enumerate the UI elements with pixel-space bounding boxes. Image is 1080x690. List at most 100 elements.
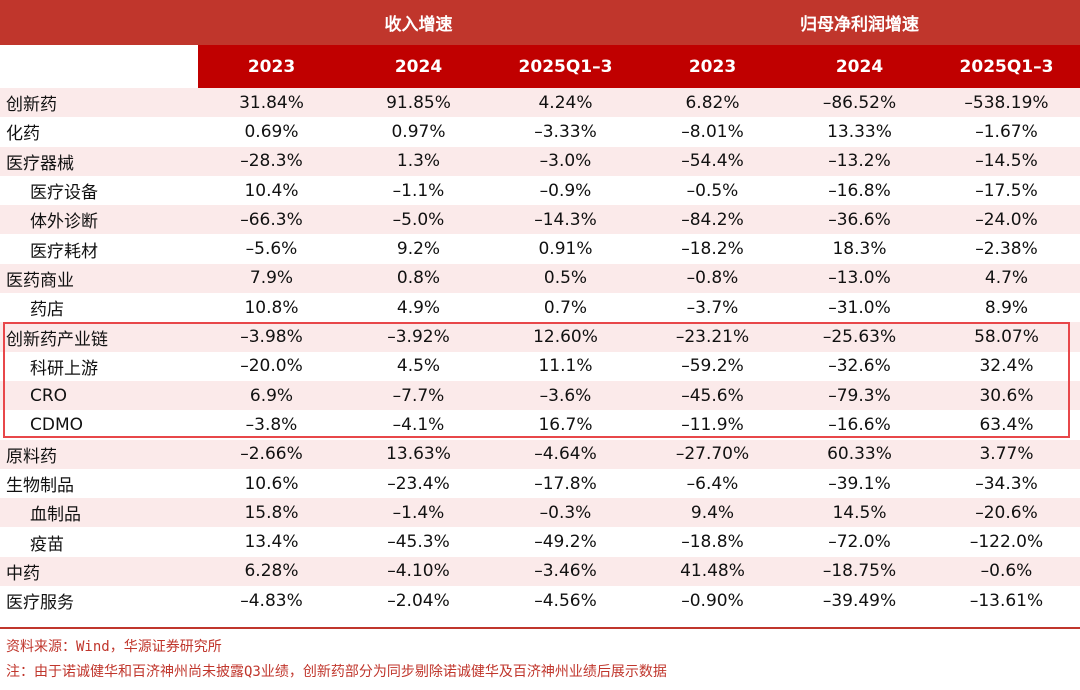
table-cell: –84.2%: [681, 209, 744, 230]
table-cell: 91.85%: [386, 92, 451, 113]
table-cell: 30.6%: [979, 385, 1034, 406]
row-label: 创新药产业链: [6, 329, 108, 350]
table-row: 医疗设备 10.4% –1.1% –0.9% –0.5% –16.8% –17.5%: [0, 176, 1080, 205]
table-cell: –18.2%: [681, 239, 744, 260]
table-cell: –3.0%: [539, 151, 592, 172]
row-label: 创新药: [6, 95, 57, 116]
table-cell: –72.0%: [828, 532, 891, 553]
table-cell: 4.24%: [538, 92, 593, 113]
table-cell: –4.83%: [240, 590, 303, 611]
table-cell: 31.84%: [239, 92, 304, 113]
table-cell: 6.82%: [685, 92, 740, 113]
column-header: 2025Q1–3: [933, 45, 1080, 88]
table-row: 生物制品 10.6% –23.4% –17.8% –6.4% –39.1% –34.3%: [0, 469, 1080, 498]
table-row: 药店 10.8% 4.9% 0.7% –3.7% –31.0% 8.9%: [0, 293, 1080, 322]
table-cell: –3.33%: [534, 121, 597, 142]
column-header: 2024: [345, 45, 492, 88]
table-row: 疫苗 13.4% –45.3% –49.2% –18.8% –72.0% –122.0%: [0, 527, 1080, 556]
table-cell: –8.01%: [681, 121, 744, 142]
row-label: 体外诊断: [30, 212, 98, 233]
table-cell: 12.60%: [533, 327, 598, 348]
table-cell: –54.4%: [681, 151, 744, 172]
table-cell: 13.63%: [386, 444, 451, 465]
table-row: 创新药 31.84% 91.85% 4.24% 6.82% –86.52% –538.19%: [0, 88, 1080, 118]
table-cell: –0.8%: [686, 268, 739, 289]
table-cell: –31.0%: [828, 297, 891, 318]
table-cell: 0.8%: [396, 268, 441, 289]
table-row: 创新药产业链 –3.98% –3.92% 12.60% –23.21% –25.63% 58…: [0, 322, 1080, 352]
table-row: 原料药 –2.66% 13.63% –4.64% –27.70% 60.33% 3.77%: [0, 439, 1080, 469]
row-label: 科研上游: [30, 358, 98, 379]
row-label: 医药商业: [6, 270, 74, 291]
table-cell: –14.5%: [975, 151, 1038, 172]
table-cell: –0.9%: [539, 180, 592, 201]
table-cell: –3.92%: [387, 327, 450, 348]
table-row: 医疗服务 –4.83% –2.04% –4.56% –0.90% –39.49% –13.6…: [0, 586, 1080, 615]
table-row: 血制品 15.8% –1.4% –0.3% 9.4% 14.5% –20.6%: [0, 498, 1080, 528]
table-cell: 0.5%: [543, 268, 588, 289]
table-cell: –20.0%: [240, 356, 303, 377]
table-cell: –49.2%: [534, 532, 597, 553]
table-row: CRO 6.9% –7.7% –3.6% –45.6% –79.3% 30.6%: [0, 380, 1080, 411]
table-cell: –1.4%: [392, 502, 445, 523]
table-cell: –18.75%: [822, 561, 897, 582]
table-cell: –24.0%: [975, 209, 1038, 230]
table-cell: –39.49%: [822, 590, 897, 611]
table-row: 医疗耗材 –5.6% 9.2% 0.91% –18.2% 18.3% –2.38%: [0, 234, 1080, 263]
table-cell: –538.19%: [964, 92, 1049, 113]
table-cell: –36.6%: [828, 209, 891, 230]
table-row: 科研上游 –20.0% 4.5% 11.1% –59.2% –32.6% 32.4%: [0, 352, 1080, 381]
row-label: 医疗器械: [6, 153, 74, 174]
table-cell: 60.33%: [827, 444, 892, 465]
table-cell: –28.3%: [240, 151, 303, 172]
table-cell: –79.3%: [828, 385, 891, 406]
table-cell: –13.0%: [828, 268, 891, 289]
table-cell: –1.1%: [392, 180, 445, 201]
header-corner: [0, 0, 198, 45]
row-label: 医疗耗材: [30, 241, 98, 262]
table-cell: 18.3%: [832, 239, 887, 260]
table-cell: 0.91%: [538, 239, 593, 260]
column-header: 2023: [639, 45, 786, 88]
table-cell: –4.64%: [534, 444, 597, 465]
table-cell: –45.3%: [387, 532, 450, 553]
table-cell: 13.33%: [827, 121, 892, 142]
table-cell: –2.38%: [975, 239, 1038, 260]
table-group-header: 收入增速 归母净利润增速: [0, 0, 1080, 45]
table-cell: –122.0%: [969, 532, 1044, 553]
column-header: 2024: [786, 45, 933, 88]
table-cell: –5.6%: [245, 239, 298, 260]
table-cell: –3.98%: [240, 327, 303, 348]
table-cell: –16.6%: [828, 414, 891, 435]
table-cell: –27.70%: [675, 444, 750, 465]
table-cell: –18.8%: [681, 532, 744, 553]
table-cell: –1.67%: [975, 121, 1038, 142]
table-cell: –3.7%: [686, 297, 739, 318]
table-cell: 16.7%: [538, 414, 593, 435]
table-cell: –20.6%: [975, 502, 1038, 523]
table-row: 中药 6.28% –4.10% –3.46% 41.48% –18.75% –0.6%: [0, 556, 1080, 587]
table-cell: 0.69%: [244, 121, 299, 142]
row-label: CRO: [30, 385, 68, 406]
table-cell: 58.07%: [974, 327, 1039, 348]
table-cell: –2.66%: [240, 444, 303, 465]
table-cell: –4.1%: [392, 414, 445, 435]
table-cell: 3.77%: [979, 444, 1034, 465]
table-cell: –17.5%: [975, 180, 1038, 201]
table-cell: 9.2%: [396, 239, 441, 260]
table-cell: –0.5%: [686, 180, 739, 201]
table-cell: –25.63%: [822, 327, 897, 348]
table-cell: 6.28%: [244, 561, 299, 582]
table-body: 创新药 31.84% 91.85% 4.24% 6.82% –86.52% –538.19%…: [0, 88, 1080, 615]
table-cell: 10.4%: [244, 180, 299, 201]
table-cell: 0.7%: [543, 297, 588, 318]
table-cell: –0.3%: [539, 502, 592, 523]
table-cell: 32.4%: [979, 356, 1034, 377]
header-corner-lower: [0, 45, 198, 88]
row-label: 中药: [6, 563, 40, 584]
table-cell: –3.8%: [245, 414, 298, 435]
table-cell: –4.56%: [534, 590, 597, 611]
table-cell: 1.3%: [396, 151, 441, 172]
row-label: 化药: [6, 124, 40, 145]
table-cell: 8.9%: [984, 297, 1029, 318]
